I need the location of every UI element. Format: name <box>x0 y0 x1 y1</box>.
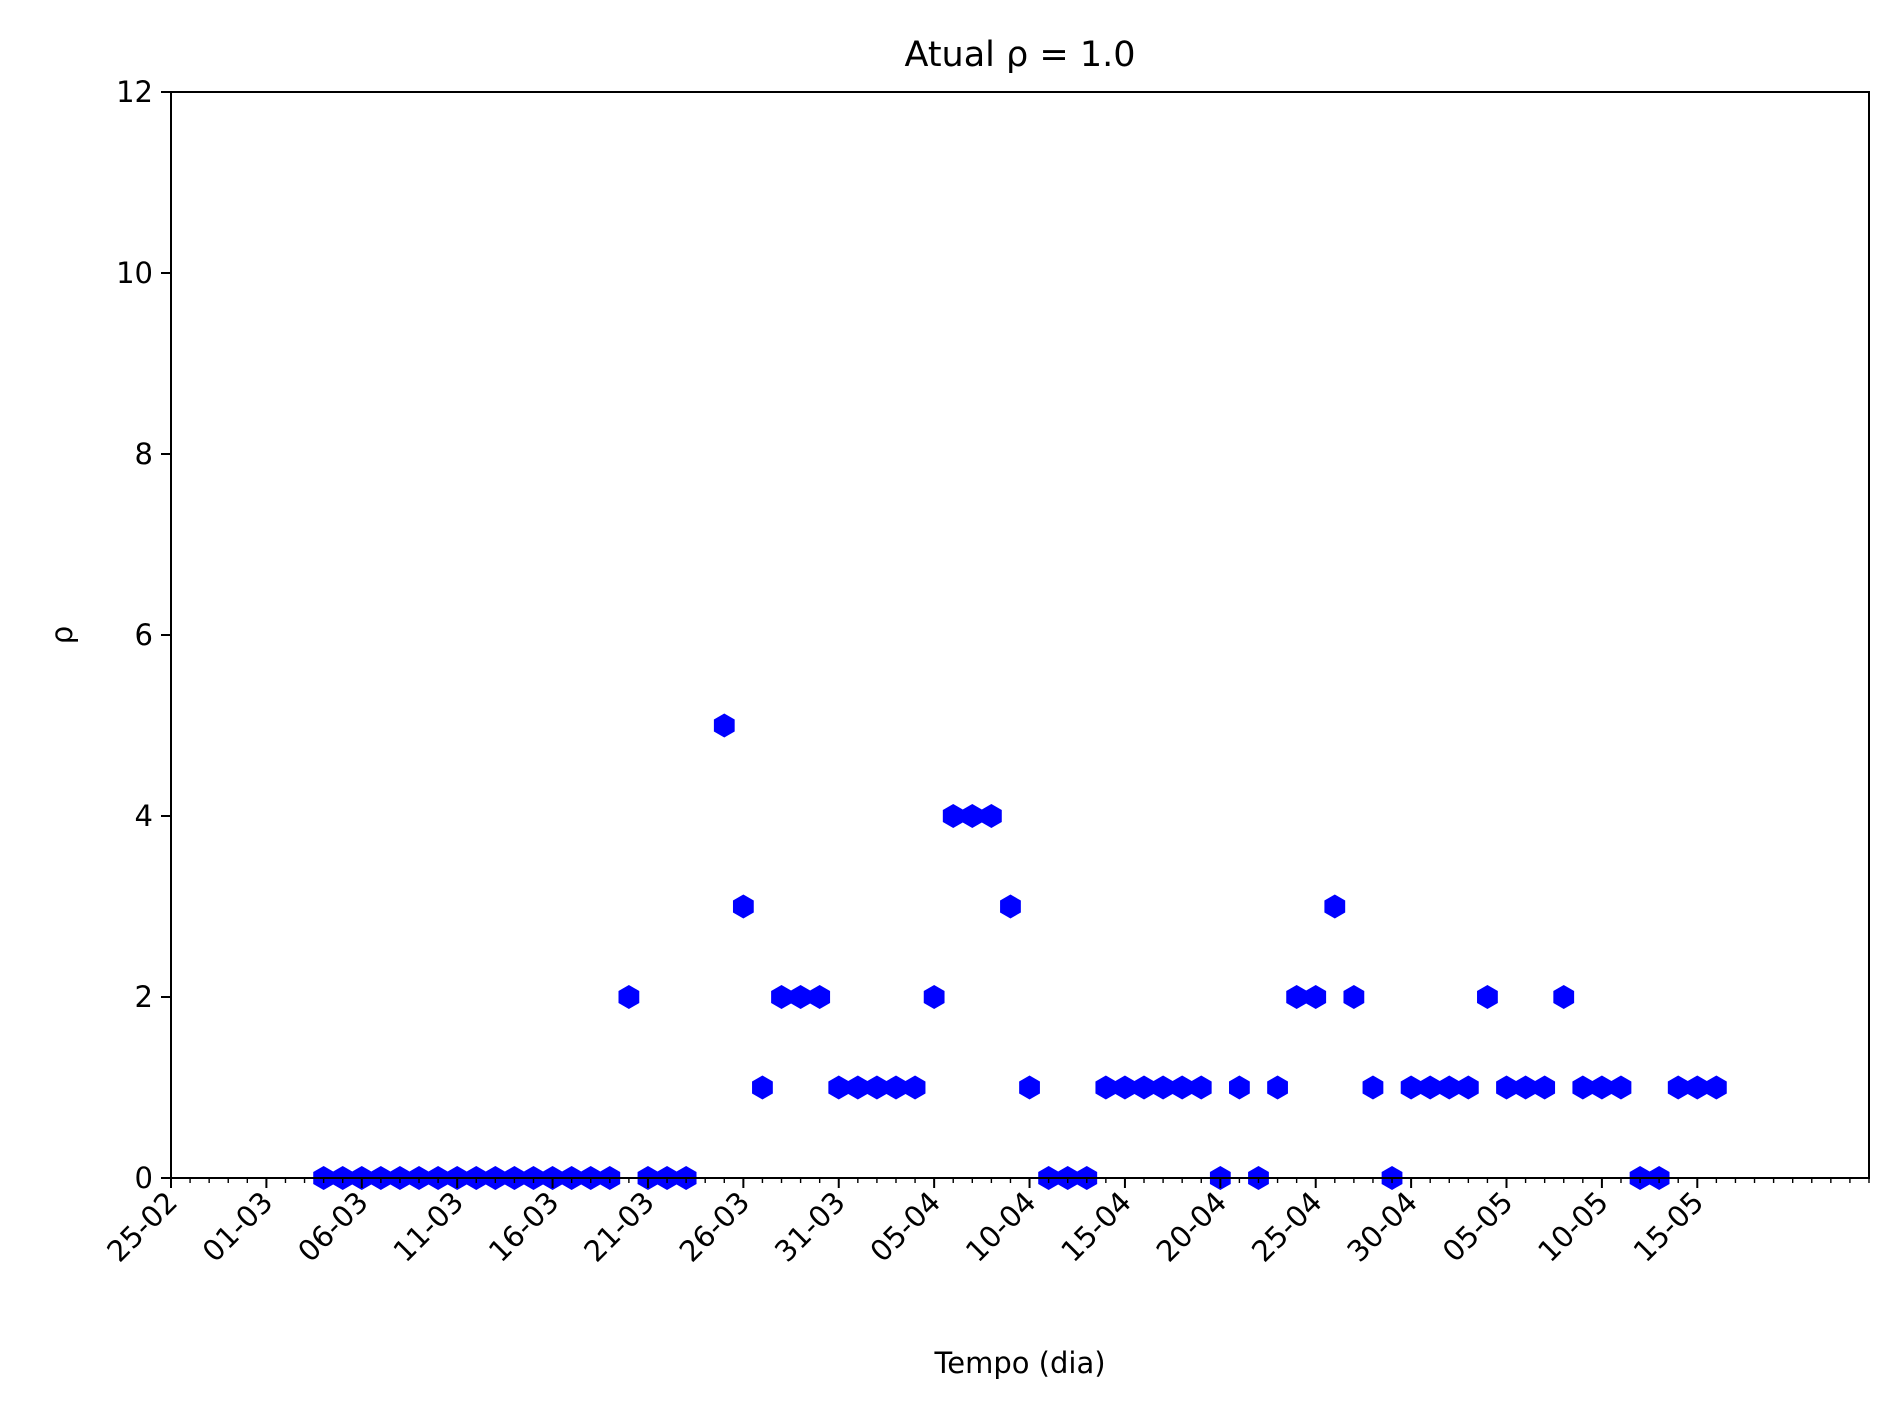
data-point <box>1133 1075 1155 1100</box>
data-point <box>980 804 1002 828</box>
y-tick-label: 2 <box>135 980 153 1014</box>
data-point <box>1477 985 1498 1009</box>
data-point <box>1229 1075 1250 1100</box>
data-point <box>1152 1075 1174 1100</box>
data-point <box>1286 985 1308 1009</box>
data-point <box>1305 985 1327 1009</box>
data-point <box>923 985 945 1009</box>
y-tick-label: 8 <box>135 437 153 471</box>
data-point <box>1686 1075 1708 1100</box>
data-point <box>732 894 754 919</box>
y-axis-label: ρ <box>45 626 79 644</box>
y-tick-label: 4 <box>135 799 153 833</box>
data-point <box>1000 894 1021 919</box>
x-axis-label: Tempo (dia) <box>933 1346 1105 1380</box>
data-point <box>1190 1075 1212 1100</box>
data-point <box>618 985 640 1009</box>
data-point <box>1572 1075 1594 1100</box>
data-point <box>752 1075 773 1100</box>
data-point <box>1534 1075 1556 1100</box>
data-point <box>1457 1075 1479 1100</box>
data-point <box>809 985 831 1009</box>
data-point <box>1419 1075 1441 1100</box>
data-point <box>904 1075 926 1100</box>
data-point <box>1705 1075 1727 1100</box>
data-point <box>1267 1075 1288 1100</box>
data-point <box>790 985 811 1009</box>
data-point <box>1324 894 1346 919</box>
data-point <box>1496 1075 1517 1100</box>
data-point <box>1438 1075 1460 1100</box>
data-point <box>1019 1075 1040 1100</box>
data-point <box>1515 1075 1536 1100</box>
chart-title: Atual ρ = 1.0 <box>905 35 1136 75</box>
data-point <box>713 713 735 738</box>
y-tick-label: 0 <box>135 1161 153 1195</box>
data-point <box>942 804 964 828</box>
data-point <box>847 1075 869 1100</box>
data-point <box>1610 1075 1632 1100</box>
data-point <box>961 804 983 828</box>
data-point <box>1553 985 1575 1009</box>
data-points <box>313 713 1727 1190</box>
data-point <box>771 985 792 1009</box>
y-tick-label: 10 <box>116 256 153 290</box>
y-tick-label: 6 <box>135 618 153 652</box>
data-point <box>1171 1075 1193 1100</box>
data-point <box>1591 1075 1613 1100</box>
data-point <box>1362 1075 1384 1100</box>
y-tick-label: 12 <box>116 75 153 109</box>
data-point <box>1343 985 1365 1009</box>
y-axis: 0 2 4 6 8 10 12 <box>116 75 171 1195</box>
data-point <box>885 1075 907 1100</box>
data-point <box>1095 1075 1117 1100</box>
data-point <box>1400 1075 1422 1100</box>
plot-area-frame <box>170 91 1870 1179</box>
data-point <box>866 1075 888 1100</box>
data-point <box>828 1075 850 1100</box>
data-point <box>1114 1075 1136 1100</box>
data-point <box>1667 1075 1689 1100</box>
